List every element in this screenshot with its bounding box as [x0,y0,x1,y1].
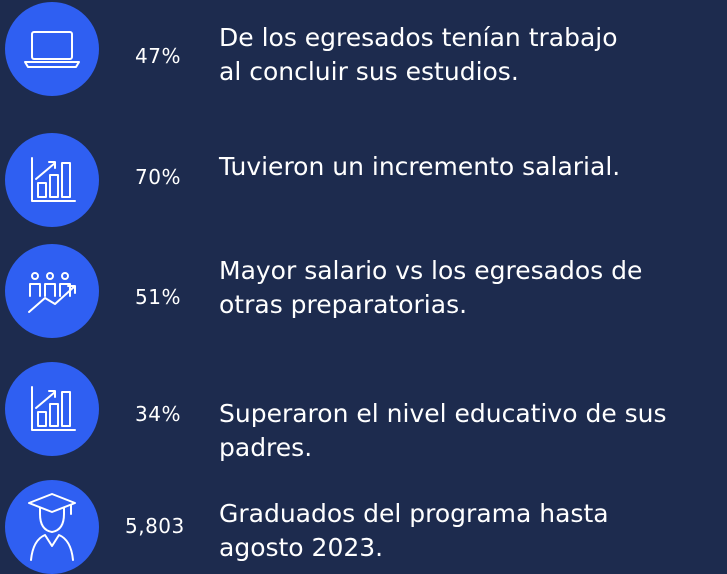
stat-value: 70% [135,165,181,189]
text-line: otras preparatorias. [219,290,468,319]
stat-value: 47% [135,44,181,68]
stat-description: Superaron el nivel educativo de sus padre… [219,397,667,465]
text-line: Graduados del programa hasta [219,499,609,528]
text-line: al concluir sus estudios. [219,57,519,86]
text-line: De los egresados tenían trabajo [219,23,618,52]
stat-description: De los egresados tenían trabajo al conclu… [219,21,618,89]
stat-description: Graduados del programa hasta agosto 2023. [219,497,609,565]
text-line: Tuvieron un incremento salarial. [219,152,621,181]
stat-value: 51% [135,285,181,309]
stat-description: Tuvieron un incremento salarial. [219,150,620,184]
icon-graduate [5,480,99,574]
icon-chart [5,133,99,227]
text-line: Superaron el nivel educativo de sus [219,399,667,428]
text-line: Mayor salario vs los egresados de [219,256,643,285]
text-line: padres. [219,433,313,462]
icon-laptop [5,2,99,96]
stat-description: Mayor salario vs los egresados de otras p… [219,254,642,322]
stat-value: 34% [135,402,181,426]
stat-value: 5,803 [125,514,185,538]
text-line: agosto 2023. [219,533,384,562]
icon-chart [5,362,99,456]
icon-people [5,244,99,338]
